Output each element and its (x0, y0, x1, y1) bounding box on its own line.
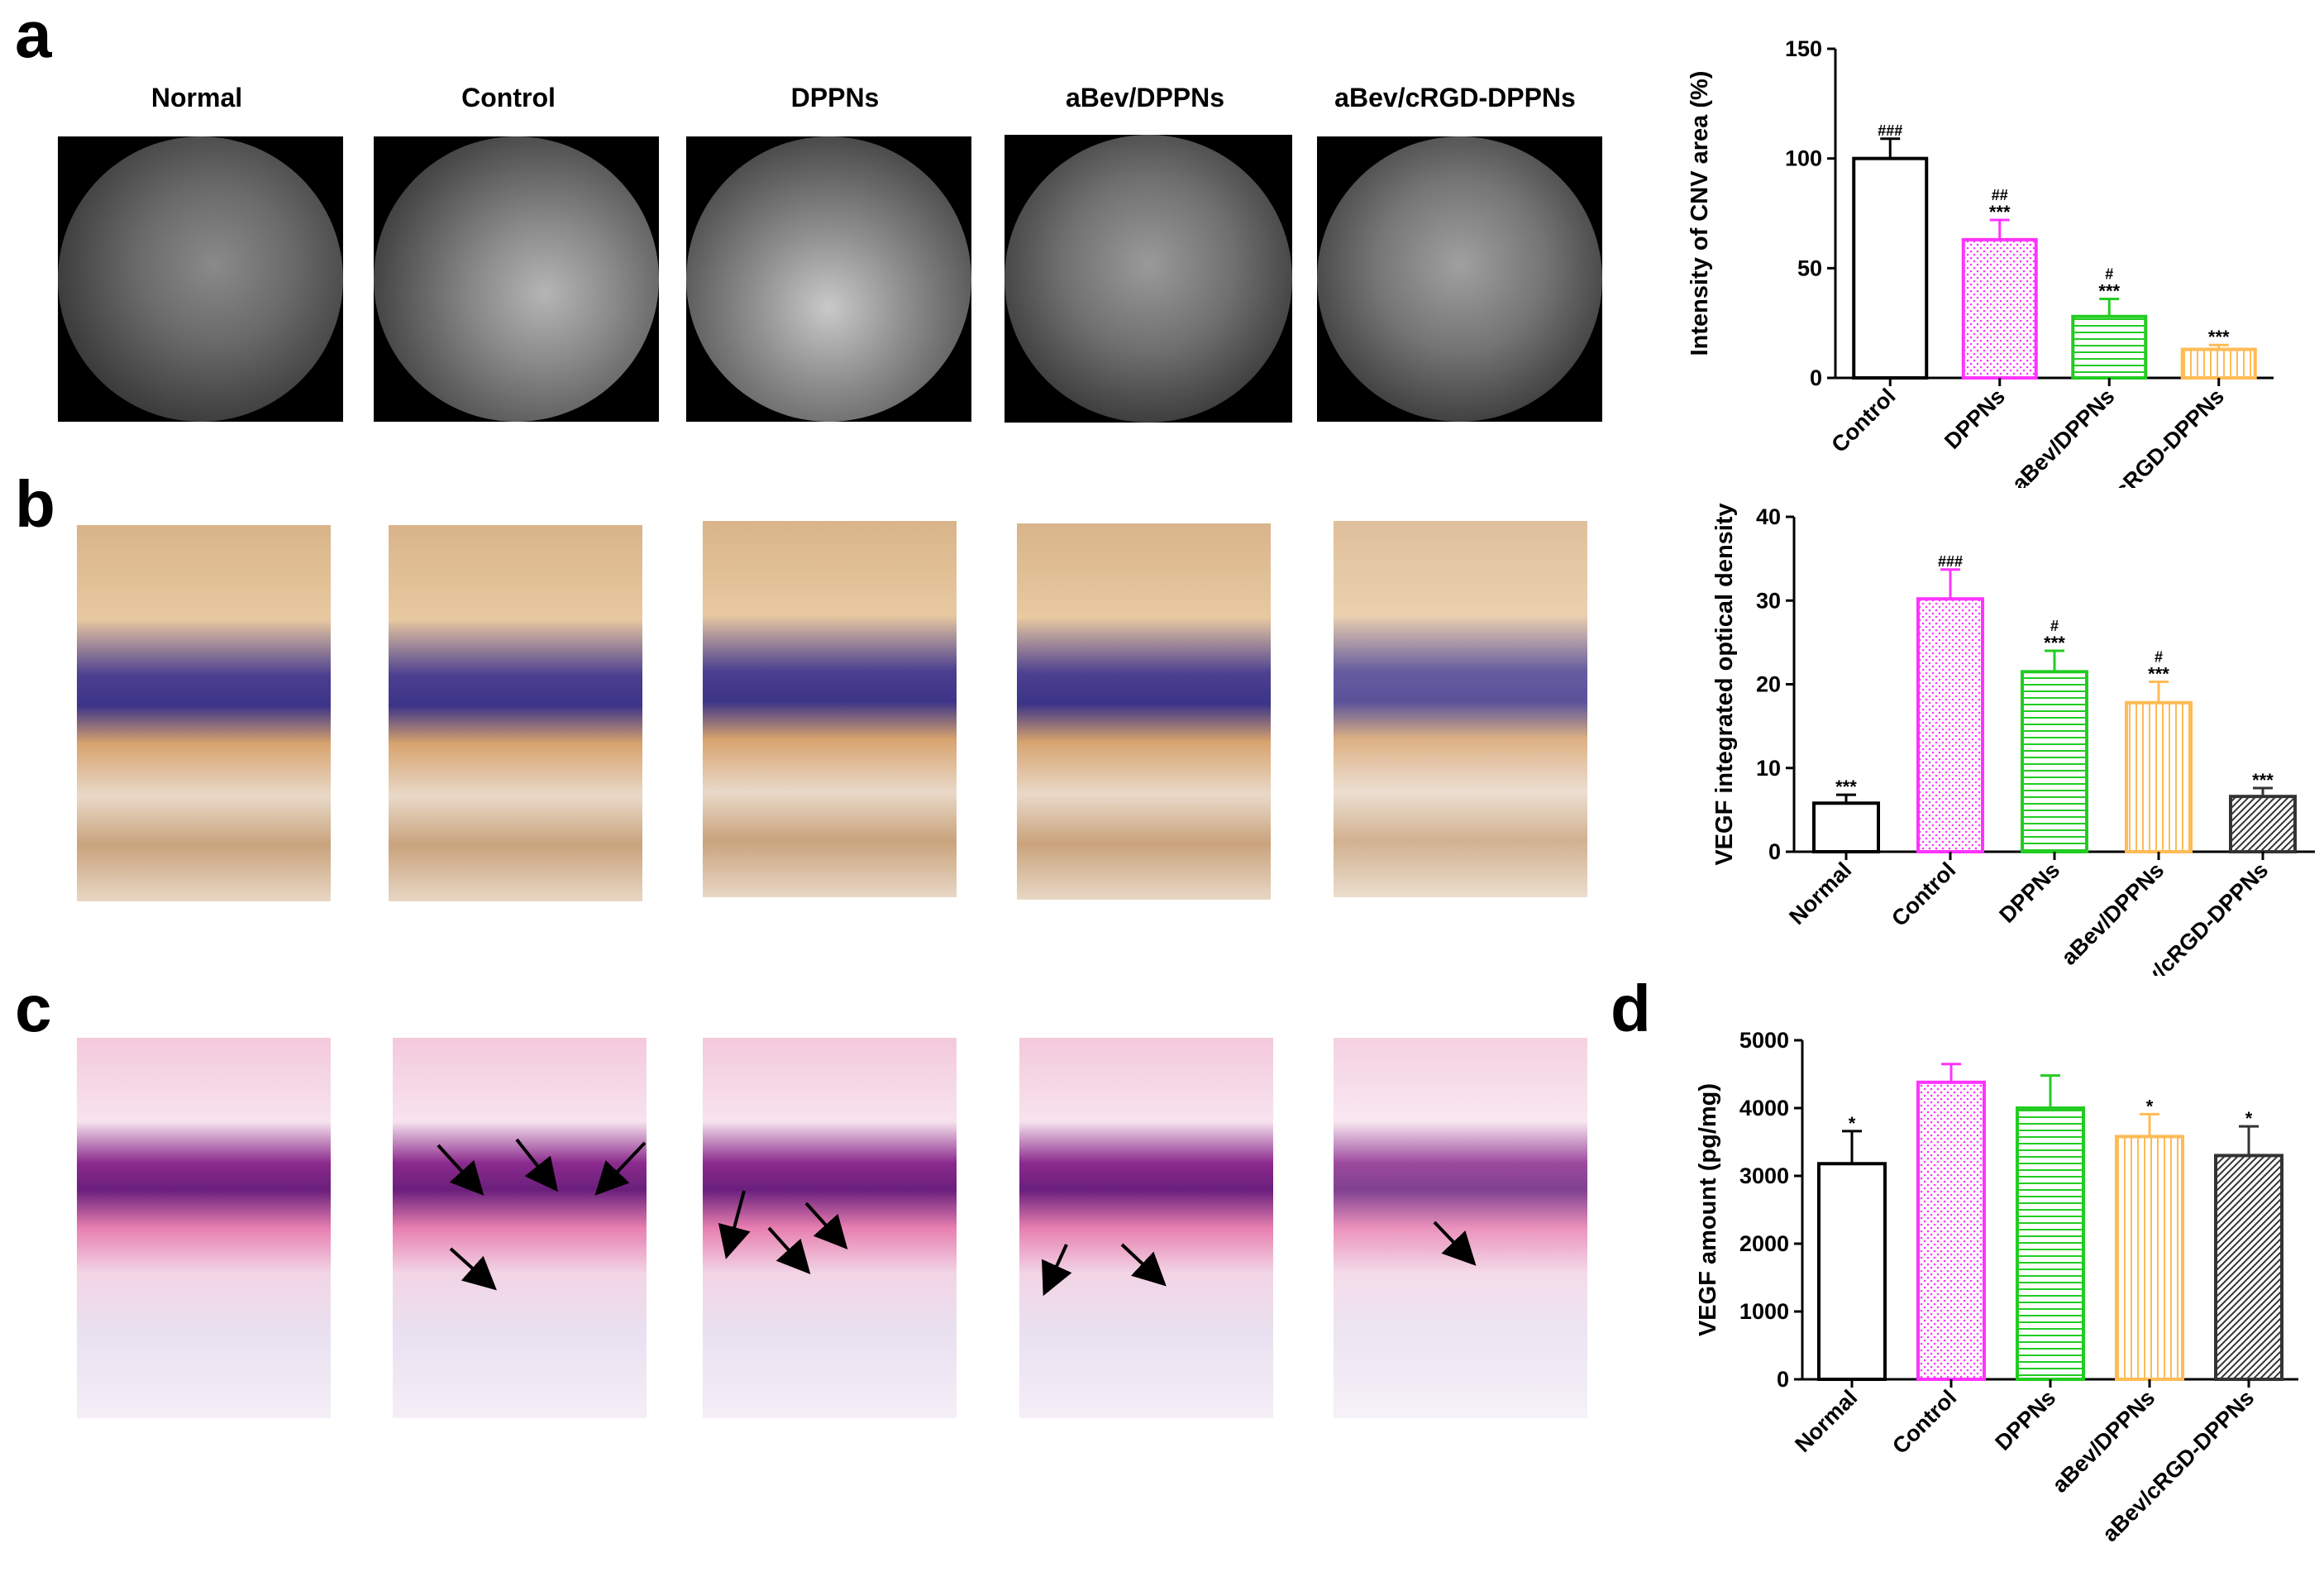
fundus-image-normal (58, 136, 343, 422)
y-axis-label: Intensity of CNV area (%) (1687, 71, 1713, 356)
significance-stars: *** (2098, 280, 2120, 301)
arrow (767, 1226, 811, 1274)
panel-letter-c: c (15, 972, 52, 1045)
ihc-image-control (389, 525, 642, 901)
y-tick-label: 50 (1797, 256, 1822, 280)
panel-letter-d: d (1611, 972, 1651, 1045)
significance-stars: *** (2208, 327, 2230, 347)
fundus-image-abev-crgd-dppns (1317, 136, 1602, 422)
bar (2125, 700, 2193, 853)
column-title-control: Control (461, 83, 556, 112)
arrow (804, 1202, 848, 1249)
bar (2180, 347, 2257, 380)
significance-stars: *** (2252, 770, 2274, 791)
significance-stars: * (1849, 1113, 1856, 1134)
column-title-normal: Normal (150, 83, 243, 112)
bar (2016, 1106, 2085, 1381)
fundus-image-control (374, 136, 659, 422)
arrow (1120, 1243, 1167, 1287)
y-tick-label: 2000 (1739, 1231, 1789, 1256)
bar (1916, 597, 1984, 853)
arrow (437, 1144, 484, 1196)
panel-letter-a: a (15, 0, 52, 71)
chart-d-vegf-amount: 0 1000 2000 3000 4000 5000 VEGF amount (pg/mg)… (1695, 1028, 2298, 1546)
he-image-abev-crgd-dppns (1334, 1038, 1587, 1418)
x-tick-label: DPPNs (1994, 858, 2064, 928)
x-tick-label: aBev/DPPNs (2056, 858, 2169, 970)
y-tick-label: 150 (1785, 36, 1822, 61)
x-tick-label: Normal (1790, 1385, 1862, 1457)
significance-hashes: ## (1992, 187, 2008, 203)
x-tick-label: Control (1826, 384, 1900, 457)
arrow (718, 1190, 751, 1259)
y-tick-label: 0 (1810, 366, 1822, 390)
y-tick-label: 30 (1756, 588, 1781, 613)
x-tick-label: aBev/DPPNs (2007, 384, 2120, 488)
significance-hashes: # (2050, 618, 2059, 634)
bar (2115, 1135, 2184, 1381)
chart-b-vegf-iod: 0 10 20 30 40 VEGF integrated optical density… (1711, 503, 2315, 976)
arrow (515, 1138, 558, 1192)
y-tick-label: 10 (1756, 756, 1781, 781)
y-axis-label: VEGF integrated optical density (1711, 503, 1738, 865)
ihc-image-dppns (703, 521, 957, 897)
ihc-image-normal (77, 525, 331, 901)
y-tick-label: 5000 (1739, 1028, 1789, 1053)
significance-hashes: ### (1878, 122, 1902, 139)
significance-hashes: ### (1938, 553, 1963, 570)
significance-hashes: # (2155, 648, 2163, 665)
significance-stars: *** (1835, 776, 1857, 797)
arrow (449, 1247, 497, 1291)
bar (1916, 1080, 1986, 1381)
panel-letter-b: b (15, 467, 55, 541)
x-tick-label: Control (1887, 1385, 1961, 1459)
y-tick-label: 40 (1756, 504, 1781, 529)
x-tick-label: Normal (1784, 858, 1856, 929)
significance-stars: *** (1989, 202, 2011, 222)
y-axis-label: VEGF amount (pg/mg) (1695, 1083, 1721, 1336)
arrow (1433, 1221, 1477, 1266)
ihc-image-abev-crgd-dppns (1334, 521, 1587, 897)
y-tick-label: 3000 (1739, 1163, 1789, 1188)
he-image-normal (77, 1038, 331, 1418)
y-tick-label: 20 (1756, 672, 1781, 697)
bar (1852, 156, 1929, 380)
y-tick-label: 4000 (1739, 1096, 1789, 1120)
y-tick-label: 1000 (1739, 1299, 1789, 1324)
bar (2021, 670, 2088, 853)
significance-stars: * (2245, 1108, 2253, 1129)
x-tick-label: aBev/DPPNs (2047, 1385, 2159, 1498)
column-title-dppns: DPPNs (790, 83, 880, 112)
y-tick-label: 0 (1768, 839, 1781, 864)
bar (2214, 1154, 2283, 1381)
y-tick-label: 0 (1777, 1367, 1789, 1392)
significance-hashes: # (2105, 265, 2113, 282)
bar (1817, 1162, 1887, 1382)
he-image-control (393, 1038, 647, 1418)
ihc-image-abev-dppns (1017, 523, 1271, 900)
bar (2071, 314, 2148, 380)
fundus-image-dppns (686, 136, 971, 422)
arrow (594, 1141, 647, 1196)
column-title-abev-crgd-dppns: aBev/cRGD-DPPNs (1334, 83, 1576, 112)
x-tick-label: Control (1887, 858, 1960, 931)
bar (1812, 801, 1880, 853)
x-tick-label: DPPNs (1940, 384, 2010, 454)
he-image-abev-dppns (1019, 1038, 1273, 1418)
significance-stars: * (2146, 1096, 2154, 1116)
arrow (1042, 1244, 1072, 1297)
x-tick-label: DPPNs (1990, 1385, 2060, 1455)
bar (1961, 237, 2038, 380)
significance-stars: *** (2044, 633, 2065, 653)
significance-stars: *** (2148, 663, 2169, 684)
y-tick-label: 100 (1785, 146, 1822, 171)
fundus-image-abev-dppns (1005, 135, 1292, 423)
column-title-abev-dppns: aBev/DPPNs (1065, 83, 1225, 112)
bar (2229, 795, 2297, 853)
